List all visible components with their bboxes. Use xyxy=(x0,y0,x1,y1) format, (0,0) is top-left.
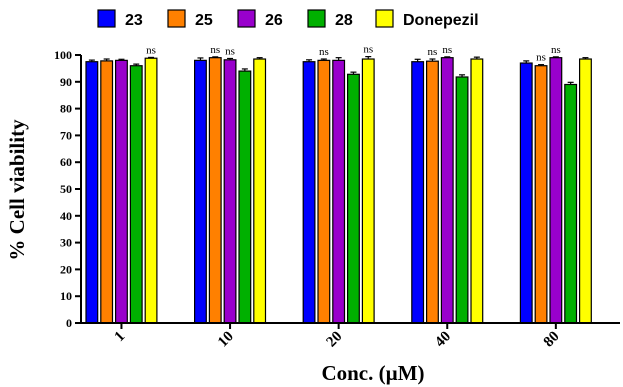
significance-label: ns xyxy=(319,46,329,58)
y-axis-label: % Cell viability xyxy=(5,119,29,261)
significance-label: ns xyxy=(551,44,561,56)
bar xyxy=(302,61,316,324)
bar xyxy=(144,57,158,324)
bar xyxy=(238,70,252,324)
legend-swatch xyxy=(237,9,256,28)
x-axis-label: Conc. (µM) xyxy=(321,361,424,385)
bar xyxy=(194,59,207,324)
bar xyxy=(361,58,375,324)
bar xyxy=(440,57,454,324)
bar xyxy=(426,60,439,324)
bar xyxy=(470,58,484,324)
y-tick-label: 50 xyxy=(60,182,72,196)
bar xyxy=(411,61,425,324)
x-axis: 1 10 20 40 80 xyxy=(81,322,620,351)
bar xyxy=(455,76,469,324)
bar xyxy=(534,65,548,324)
significance-label: ns xyxy=(442,44,452,56)
bar xyxy=(519,62,533,324)
y-tick-label: 20 xyxy=(60,262,72,276)
y-tick-label: 90 xyxy=(60,75,72,89)
y-tick-label: 0 xyxy=(66,316,72,330)
legend-label: Donepezil xyxy=(403,12,479,29)
x-tick-label: 10 xyxy=(215,329,237,351)
bar xyxy=(578,58,592,324)
x-tick-label: 20 xyxy=(324,329,346,351)
bar xyxy=(253,58,267,324)
y-tick-label: 70 xyxy=(60,128,72,142)
bar xyxy=(129,65,143,324)
significance-label: ns xyxy=(363,44,373,56)
significance-label: ns xyxy=(210,44,220,56)
y-tick-label: 30 xyxy=(60,236,72,250)
significance-label: ns xyxy=(536,52,546,64)
legend-label: 23 xyxy=(125,12,143,29)
y-tick-label: 10 xyxy=(60,289,72,303)
bar xyxy=(347,73,360,324)
y-tick-label: 80 xyxy=(60,102,72,116)
bar xyxy=(208,57,222,324)
y-axis: 0 10 20 30 40 50 60 70 80 90 100 xyxy=(54,48,82,330)
significance-label: ns xyxy=(428,46,438,58)
legend-swatch xyxy=(307,9,326,28)
y-tick-label: 40 xyxy=(60,209,72,223)
significance-label: ns xyxy=(225,45,235,57)
legend-label: 28 xyxy=(335,12,353,29)
x-tick-label: 80 xyxy=(541,329,563,351)
bar xyxy=(85,61,99,324)
bar xyxy=(100,60,114,324)
legend-swatch xyxy=(375,9,394,28)
bar xyxy=(223,59,237,324)
x-tick-label: 40 xyxy=(432,329,454,351)
legend-label: 25 xyxy=(195,12,213,29)
bar xyxy=(564,83,578,324)
legend: 23 25 26 28 Donepezil xyxy=(97,9,479,29)
x-tick-label: 1 xyxy=(112,329,129,346)
y-tick-label: 60 xyxy=(60,155,72,169)
legend-label: 26 xyxy=(265,12,283,29)
bar xyxy=(114,59,128,324)
bar xyxy=(317,59,331,324)
legend-swatch xyxy=(167,9,186,28)
significance-label: ns xyxy=(146,44,156,56)
legend-swatch xyxy=(97,9,116,28)
bar xyxy=(332,59,346,324)
y-tick-label: 100 xyxy=(54,48,72,62)
bar xyxy=(549,57,563,324)
